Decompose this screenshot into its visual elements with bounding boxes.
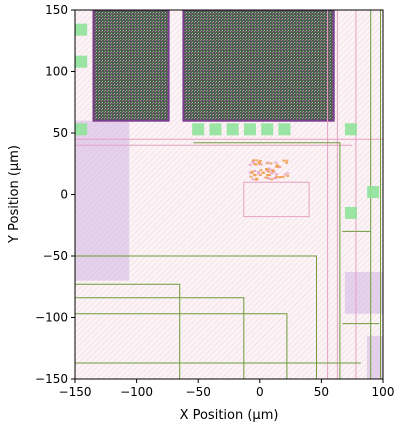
cell-22	[257, 161, 261, 164]
violet-block-0	[75, 120, 130, 281]
y-tick-label-4: 50	[53, 126, 68, 140]
cell-11	[285, 159, 289, 162]
x-tick-label-2: −50	[186, 385, 211, 399]
pad-9	[344, 123, 357, 136]
route-green-2	[75, 313, 288, 379]
cell-38	[284, 161, 288, 164]
pad-0	[75, 23, 88, 36]
cell-67	[264, 176, 268, 179]
cell-65	[254, 178, 258, 181]
cell-50	[253, 163, 257, 166]
cell-30	[286, 172, 290, 175]
plot-area	[74, 9, 384, 380]
cell-49	[271, 169, 275, 172]
y-tick-label-3: 0	[60, 188, 68, 202]
cell-18	[270, 172, 274, 175]
cell-45	[248, 171, 252, 174]
cell-51	[283, 173, 287, 176]
cell-53	[276, 165, 280, 168]
route-green-1	[75, 297, 245, 379]
x-tick-label-0: −150	[59, 385, 92, 399]
y-axis-label: Y Position (µm)	[7, 145, 22, 244]
x-tick-label-1: −100	[120, 385, 153, 399]
cell-63	[257, 172, 261, 175]
x-tick-label-4: 50	[314, 385, 329, 399]
cell-13	[286, 175, 290, 178]
y-tick-label-1: −100	[35, 311, 68, 325]
cell-15	[274, 173, 278, 176]
cell-8	[274, 175, 278, 178]
pad-11	[344, 206, 357, 219]
cell-52	[249, 175, 253, 178]
cell-60	[267, 177, 271, 180]
y-tick-label-0: −150	[35, 372, 68, 386]
cell-31	[265, 168, 269, 171]
pad-2	[75, 123, 88, 136]
y-axis: −150 −100 −50 0 50 100 150	[35, 3, 75, 386]
route-layer	[75, 10, 383, 379]
x-tick-label-3: 0	[256, 385, 264, 399]
cell-28	[250, 170, 254, 173]
y-tick-label-6: 150	[45, 3, 68, 17]
pad-layer	[75, 23, 380, 219]
cell-23	[267, 174, 271, 177]
cell-47	[251, 159, 255, 162]
cell-58	[269, 162, 273, 165]
x-axis-label: X Position (µm)	[180, 408, 279, 423]
macro-center	[182, 10, 335, 122]
cell-37	[282, 159, 286, 162]
macro-left	[92, 10, 170, 122]
cell-26	[253, 174, 257, 177]
cell-16	[255, 159, 259, 162]
macro-layer	[92, 10, 335, 122]
cell-57	[251, 178, 255, 181]
cell-0	[267, 167, 271, 170]
cell-27	[266, 176, 270, 179]
cell-66	[273, 177, 277, 180]
pad-4	[209, 123, 222, 136]
cell-cluster-layer	[248, 159, 290, 181]
pad-8	[278, 123, 291, 136]
cell-36	[259, 163, 263, 166]
cell-55	[257, 162, 261, 165]
cell-21	[251, 160, 255, 163]
pad-7	[261, 123, 274, 136]
cell-12	[253, 169, 257, 172]
y-tick-label-2: −50	[43, 249, 68, 263]
pad-5	[226, 123, 239, 136]
cell-42	[256, 170, 260, 173]
x-axis: −150 −100 −50 0 50 100	[59, 379, 395, 399]
cell-35	[277, 176, 281, 179]
route-green-5	[193, 142, 341, 379]
route-green-4	[75, 255, 317, 379]
pad-1	[75, 55, 88, 68]
x-tick-label-5: 100	[372, 385, 395, 399]
pad-6	[243, 123, 256, 136]
violet-block-1	[344, 271, 383, 314]
cell-29	[275, 166, 279, 169]
pad-10	[367, 186, 380, 199]
route-green-0	[75, 283, 181, 379]
cell-34	[258, 174, 262, 177]
cell-44	[258, 159, 262, 162]
pad-3	[192, 123, 205, 136]
cell-64	[279, 176, 283, 179]
cell-14	[264, 167, 268, 170]
route-pink-0	[243, 181, 310, 218]
cell-59	[281, 175, 285, 178]
cell-62	[250, 171, 254, 174]
cell-40	[270, 178, 274, 181]
cell-68	[267, 170, 271, 173]
cell-69	[248, 163, 252, 166]
cell-41	[261, 171, 265, 174]
y-tick-label-5: 100	[45, 65, 68, 79]
cell-39	[277, 166, 281, 169]
cell-61	[259, 169, 263, 172]
cell-54	[274, 161, 278, 164]
cell-48	[266, 161, 270, 164]
